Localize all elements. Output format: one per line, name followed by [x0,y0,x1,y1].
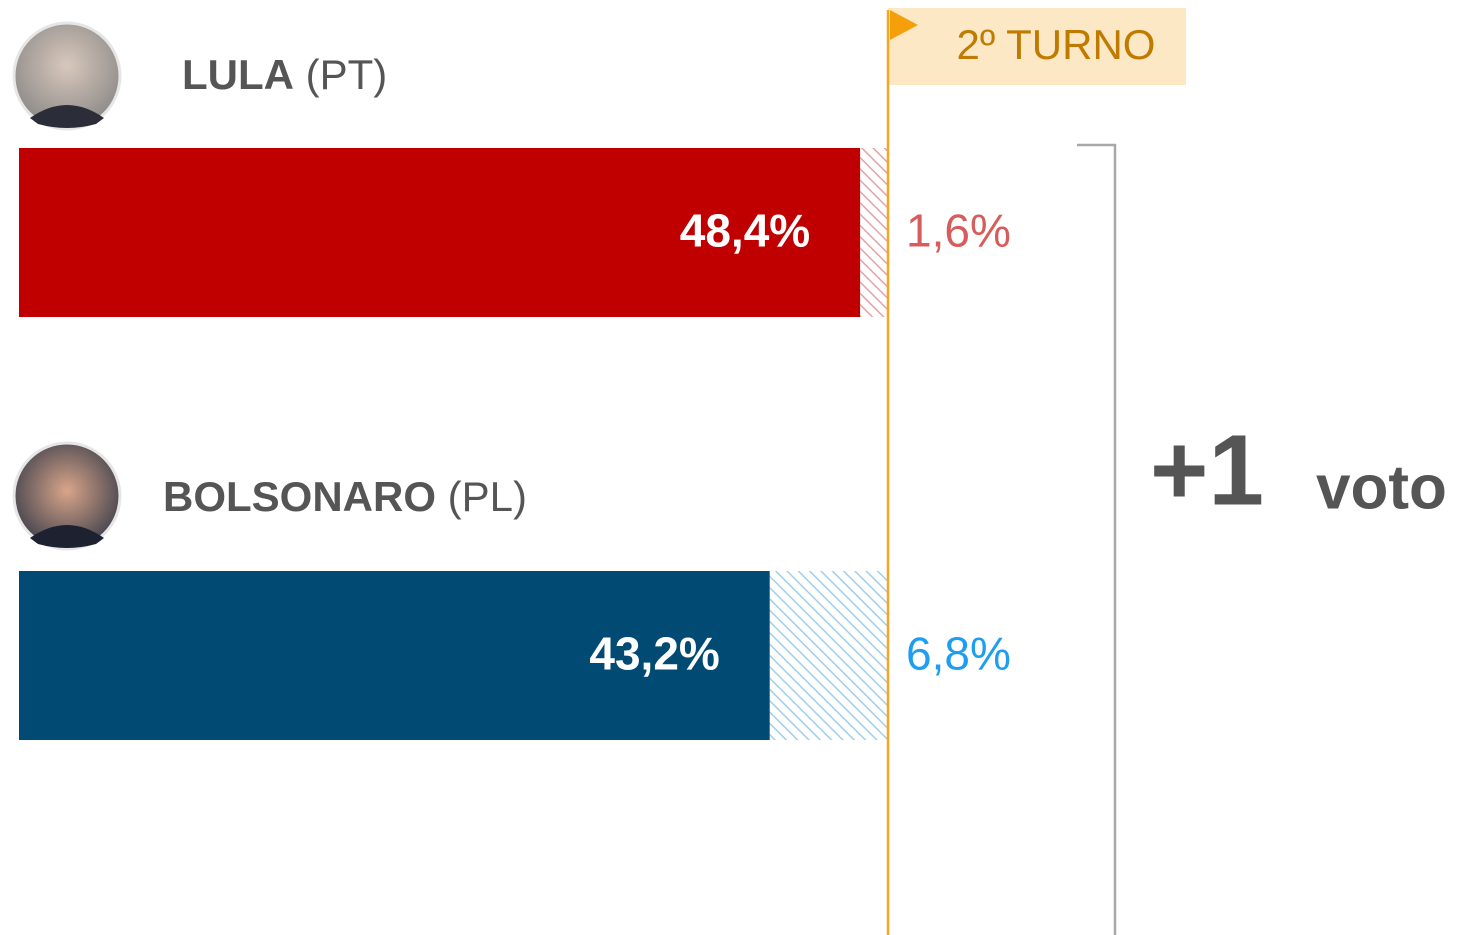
bar [19,148,861,317]
candidate-name: BOLSONARO [163,473,436,520]
annotation-text: voto [1316,453,1447,522]
party: (PL) [448,473,527,520]
value-label: 48,4% [680,205,810,257]
threshold-box [888,8,1186,85]
annotation-big: +1 [1150,414,1264,526]
candidate-name: BOLSONARO (PL) [163,473,527,520]
threshold-label: 2º TURNO [957,21,1156,68]
value-label: 6,8% [906,628,1011,680]
portrait [12,441,122,551]
portrait [12,21,122,131]
value-label: 43,2% [589,628,719,680]
flag [890,10,918,40]
candidate-name: LULA (PT) [182,51,387,98]
party: (PT) [306,51,388,98]
bracket [1077,143,1117,935]
bar [769,571,888,740]
bar [860,148,888,317]
candidate-name: LULA [182,51,294,98]
bar [19,571,770,740]
value-label: 1,6% [906,205,1011,257]
